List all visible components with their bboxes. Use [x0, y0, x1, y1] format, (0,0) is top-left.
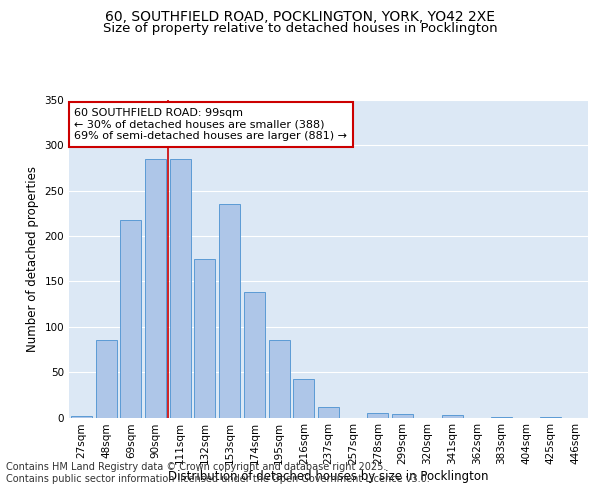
- Text: Size of property relative to detached houses in Pocklington: Size of property relative to detached ho…: [103, 22, 497, 35]
- X-axis label: Distribution of detached houses by size in Pocklington: Distribution of detached houses by size …: [168, 470, 489, 483]
- Bar: [541, 416, 562, 418]
- Text: Contains HM Land Registry data © Crown copyright and database right 2025.: Contains HM Land Registry data © Crown c…: [6, 462, 386, 472]
- Bar: [95, 340, 116, 417]
- Bar: [293, 380, 314, 418]
- Bar: [367, 413, 388, 418]
- Text: 60, SOUTHFIELD ROAD, POCKLINGTON, YORK, YO42 2XE: 60, SOUTHFIELD ROAD, POCKLINGTON, YORK, …: [105, 10, 495, 24]
- Bar: [491, 416, 512, 418]
- Bar: [145, 159, 166, 417]
- Bar: [170, 159, 191, 417]
- Bar: [244, 292, 265, 418]
- Y-axis label: Number of detached properties: Number of detached properties: [26, 166, 39, 352]
- Bar: [442, 415, 463, 418]
- Text: 60 SOUTHFIELD ROAD: 99sqm
← 30% of detached houses are smaller (388)
69% of semi: 60 SOUTHFIELD ROAD: 99sqm ← 30% of detac…: [74, 108, 347, 141]
- Bar: [392, 414, 413, 418]
- Bar: [318, 406, 339, 418]
- Bar: [71, 416, 92, 418]
- Bar: [120, 220, 141, 418]
- Bar: [194, 259, 215, 418]
- Bar: [269, 340, 290, 417]
- Bar: [219, 204, 240, 418]
- Text: Contains public sector information licensed under the Open Government Licence v3: Contains public sector information licen…: [6, 474, 430, 484]
